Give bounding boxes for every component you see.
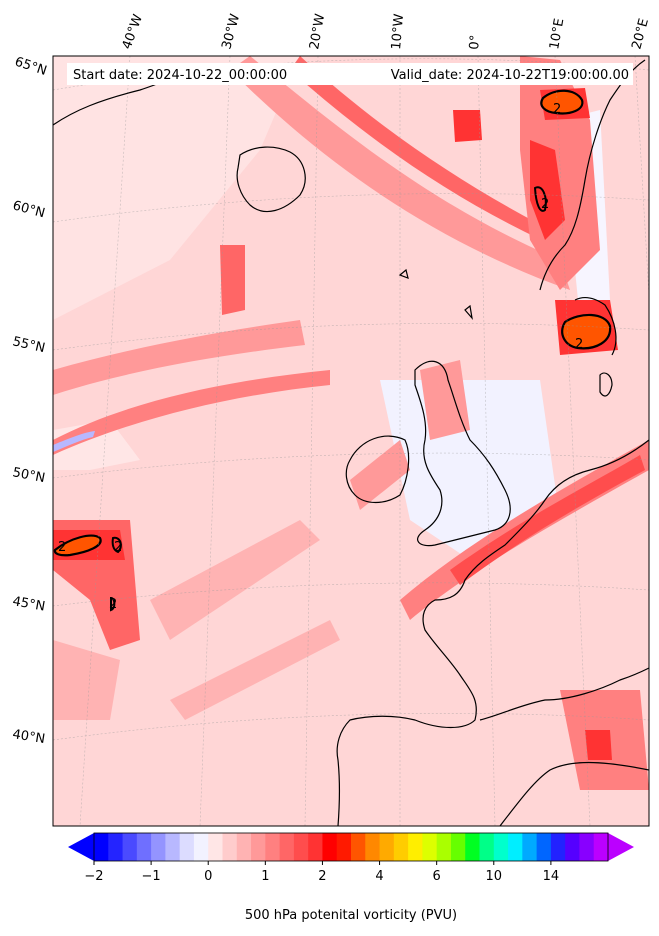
- colorbar-cell: [479, 833, 495, 861]
- colorbar-cell: [365, 833, 381, 861]
- colorbar-tick-label: 0: [204, 869, 212, 884]
- latitude-labels: 65°N 60°N 55°N 50°N 45°N 40°N: [11, 55, 49, 748]
- sweden-coast: [574, 296, 617, 356]
- lat-label: 55°N: [11, 334, 46, 356]
- start-date-label: Start date: 2024-10-22_00:00:00: [73, 68, 287, 83]
- colorbar-cell: [322, 833, 338, 861]
- norway-coast: [539, 59, 646, 291]
- colorbar-cell: [422, 833, 438, 861]
- colorbar: −2 −1 0 1 2 4 6 10 14 500 hPa potenital vorticit…: [68, 832, 634, 923]
- colorbar-under-arrow: [68, 833, 94, 861]
- colorbar-ticks: −2 −1 0 1 2 4 6 10 14: [84, 861, 559, 884]
- colorbar-cell: [136, 833, 152, 861]
- colorbar-label: 500 hPa potenital vorticity (PVU): [245, 908, 457, 923]
- colorbar-cell: [336, 833, 352, 861]
- colorbar-tick-label: 10: [486, 869, 503, 884]
- contour-label: 2: [575, 337, 583, 352]
- colorbar-tick-label: 14: [543, 869, 560, 884]
- colorbar-cell: [550, 833, 566, 861]
- colorbar-tick-label: −2: [84, 869, 103, 884]
- colorbar-cell: [508, 833, 523, 861]
- colorbar-frame: [93, 832, 609, 862]
- lon-label: 30°W: [219, 12, 243, 51]
- great-britain-coast: [414, 360, 511, 547]
- lat-label: 50°N: [11, 465, 46, 486]
- lon-label: 0°: [467, 34, 483, 50]
- colorbar-tick-label: 4: [375, 869, 383, 884]
- lon-label: 10°W: [389, 13, 407, 50]
- colorbar-cell: [593, 833, 609, 861]
- europe-coast: [336, 439, 649, 826]
- valid-date-label: Valid_date: 2024-10-22T19:00:00.00: [391, 68, 629, 83]
- colorbar-cell: [279, 833, 295, 861]
- colorbar-cell: [165, 833, 181, 861]
- longitude-labels: 40°W 30°W 20°W 10°W 0° 10°E 20°E: [120, 12, 652, 51]
- iceland-coast: [236, 146, 306, 213]
- colorbar-cells: [94, 833, 609, 861]
- colorbar-cell: [393, 833, 409, 861]
- colorbar-cell: [465, 833, 480, 861]
- colorbar-cell: [179, 833, 195, 861]
- colorbar-cell: [94, 833, 109, 861]
- colorbar-cell: [493, 833, 509, 861]
- lon-label: 20°W: [307, 13, 328, 51]
- colorbar-tick-label: 2: [318, 869, 326, 884]
- lat-label: 45°N: [11, 594, 46, 614]
- colorbar-cell: [265, 833, 281, 861]
- colorbar-cell: [293, 833, 309, 861]
- colorbar-cell: [222, 833, 238, 861]
- colorbar-cell: [151, 833, 166, 861]
- contour-label: 2: [553, 102, 561, 117]
- colorbar-cell: [536, 833, 552, 861]
- colorbar-cell: [522, 833, 538, 861]
- ireland-coast: [345, 435, 410, 504]
- colorbar-cell: [436, 833, 452, 861]
- map-frame: [52, 55, 650, 827]
- colorbar-cell: [565, 833, 580, 861]
- contour-label: 2: [541, 197, 549, 212]
- lat-label: 40°N: [11, 727, 46, 747]
- lat-label: 60°N: [11, 198, 47, 221]
- colorbar-cell: [408, 833, 423, 861]
- pv-field: [53, 56, 649, 790]
- lat-label: 65°N: [13, 55, 49, 79]
- colorbar-cell: [379, 833, 395, 861]
- colorbar-cell: [251, 833, 266, 861]
- lon-label: 10°E: [547, 17, 567, 50]
- colorbar-cell: [193, 833, 209, 861]
- colorbar-tick-label: −1: [142, 869, 161, 884]
- colorbar-cell: [351, 833, 366, 861]
- coastlines: [53, 59, 649, 826]
- colorbar-cell: [122, 833, 138, 861]
- colorbar-cell: [450, 833, 466, 861]
- colorbar-cell: [108, 833, 124, 861]
- colorbar-tick-label: 1: [261, 869, 269, 884]
- colorbar-over-arrow: [608, 833, 634, 861]
- colorbar-cell: [308, 833, 323, 861]
- colorbar-cell: [208, 833, 223, 861]
- contour-label: 2: [114, 540, 122, 555]
- contour-label: 2: [58, 540, 66, 555]
- lon-label: 40°W: [120, 12, 146, 51]
- colorbar-cell: [236, 833, 252, 861]
- colorbar-tick-label: 6: [433, 869, 441, 884]
- lon-label: 20°E: [629, 17, 652, 51]
- contour-label: 2: [109, 597, 117, 612]
- header-box: [67, 63, 633, 85]
- colorbar-cell: [579, 833, 595, 861]
